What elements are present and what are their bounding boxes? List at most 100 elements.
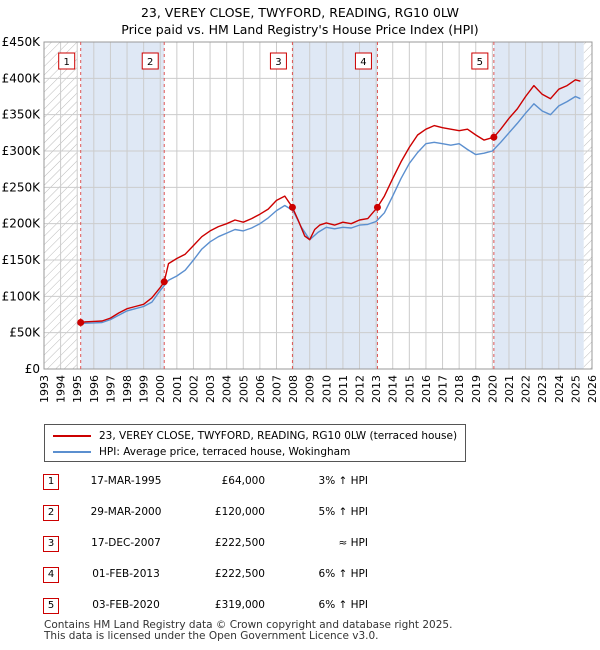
x-tick-label: 2019 xyxy=(470,375,483,403)
sale-point xyxy=(160,278,168,286)
x-tick-label: 2023 xyxy=(536,375,549,403)
y-tick-label: £250K xyxy=(2,180,42,194)
footer-line1: Contains HM Land Registry data © Crown c… xyxy=(44,619,453,631)
x-tick-label: 1999 xyxy=(138,375,151,403)
sale-point xyxy=(77,318,85,326)
sale-date: 01-FEB-2013 xyxy=(92,568,160,580)
sale-row: 3 17-DEC-2007 £222,500 ≈ HPI xyxy=(0,532,600,562)
sale-row: 1 17-MAR-1995 £64,000 3% ↑ HPI xyxy=(0,470,600,500)
sale-marker-label: 2 xyxy=(147,57,153,68)
x-tick-label: 2025 xyxy=(569,375,582,403)
x-tick-label: 2007 xyxy=(270,375,283,403)
chart-title: 23, VEREY CLOSE, TWYFORD, READING, RG10 … xyxy=(0,4,600,38)
sale-price: £120,000 xyxy=(214,506,265,518)
legend-label-hpi: HPI: Average price, terraced house, Woki… xyxy=(99,446,351,458)
sale-number-badge: 1 xyxy=(43,474,59,490)
sale-hpi-compare: 5% ↑ HPI xyxy=(318,506,368,518)
sale-date: 17-DEC-2007 xyxy=(91,537,161,549)
chart-title-line1: 23, VEREY CLOSE, TWYFORD, READING, RG10 … xyxy=(140,5,460,20)
sale-marker-label: 5 xyxy=(477,57,483,68)
legend-label-property: 23, VEREY CLOSE, TWYFORD, READING, RG10 … xyxy=(99,430,458,442)
y-tick-label: £300K xyxy=(2,144,42,158)
y-tick-label: £100K xyxy=(2,289,42,303)
y-tick-label: £200K xyxy=(2,217,42,231)
sale-date: 03-FEB-2020 xyxy=(92,599,160,611)
hpi-line xyxy=(77,95,581,325)
x-tick-label: 2020 xyxy=(486,375,499,403)
sale-marker-box xyxy=(58,52,76,70)
x-tick-label: 2001 xyxy=(171,375,184,403)
x-tick-label: 2006 xyxy=(254,375,267,403)
y-tick-label: £450K xyxy=(2,35,42,49)
x-tick-label: 2017 xyxy=(437,375,450,403)
x-tick-label: 1996 xyxy=(88,375,101,403)
sale-marker-label: 1 xyxy=(64,57,70,68)
y-tick-label: £400K xyxy=(2,71,42,85)
x-tick-label: 2009 xyxy=(304,375,317,403)
sale-row: 5 03-FEB-2020 £319,000 6% ↑ HPI xyxy=(0,594,600,624)
sale-number-badge: 2 xyxy=(43,505,59,521)
plot-border xyxy=(43,41,593,370)
legend-swatch-hpi xyxy=(53,451,91,453)
sale-number-badge: 4 xyxy=(43,567,59,583)
y-tick-label: £0 xyxy=(25,362,40,376)
x-tick-label: 1995 xyxy=(71,375,84,403)
x-tick-label: 2000 xyxy=(154,375,167,403)
shaded-interval xyxy=(292,42,378,369)
y-tick-label: £150K xyxy=(2,253,42,267)
sale-row: 2 29-MAR-2000 £120,000 5% ↑ HPI xyxy=(0,501,600,531)
x-tick-label: 1994 xyxy=(55,375,68,403)
y-axis-ticks: £0 £50K £100K £150K £200K £250K £300K £350K £400… xyxy=(2,35,42,376)
x-tick-label: 2022 xyxy=(520,375,533,403)
x-tick-label: 2003 xyxy=(204,375,217,403)
price-chart: 1 2 3 4 5 £0 £50K £100K £150K £200K £250K £300K £35… xyxy=(2,35,599,403)
sale-price: £222,500 xyxy=(214,568,265,580)
sale-price: £64,000 xyxy=(221,475,265,487)
x-tick-label: 2015 xyxy=(403,375,416,403)
x-tick-label: 2016 xyxy=(420,375,433,403)
x-tick-label: 1993 xyxy=(38,375,51,403)
x-tick-label: 2013 xyxy=(370,375,383,403)
x-tick-label: 2005 xyxy=(237,375,250,403)
sale-date: 29-MAR-2000 xyxy=(90,506,162,518)
sale-marker-label: 4 xyxy=(360,57,366,68)
sale-point xyxy=(373,203,381,211)
x-tick-label: 1998 xyxy=(121,375,134,403)
sale-marker-box xyxy=(141,52,159,70)
x-tick-label: 2011 xyxy=(337,375,350,403)
x-tick-label: 2012 xyxy=(354,375,367,403)
sale-markers: 1 2 3 4 5 xyxy=(58,52,498,326)
x-tick-label: 2026 xyxy=(586,375,599,403)
chart-title-line2: Price paid vs. HM Land Registry's House … xyxy=(121,22,479,37)
x-tick-label: 2018 xyxy=(453,375,466,403)
sale-hpi-compare: ≈ HPI xyxy=(338,537,368,549)
x-tick-label: 2024 xyxy=(553,375,566,403)
footer-attribution: Contains HM Land Registry data © Crown c… xyxy=(44,620,452,642)
sale-price: £222,500 xyxy=(214,537,265,549)
sale-point xyxy=(288,203,296,211)
y-tick-label: £350K xyxy=(2,108,42,122)
sale-marker-box xyxy=(471,52,489,70)
sale-point xyxy=(490,133,498,141)
x-tick-label: 2008 xyxy=(287,375,300,403)
sale-number-badge: 3 xyxy=(43,536,59,552)
shaded-interval xyxy=(80,42,165,369)
x-tick-label: 2014 xyxy=(387,375,400,403)
sale-row: 4 01-FEB-2013 £222,500 6% ↑ HPI xyxy=(0,563,600,593)
sale-hpi-compare: 6% ↑ HPI xyxy=(318,568,368,580)
legend: 23, VEREY CLOSE, TWYFORD, READING, RG10 … xyxy=(44,424,466,462)
x-tick-label: 2004 xyxy=(221,375,234,403)
x-tick-label: 1997 xyxy=(104,375,117,403)
sale-marker-label: 3 xyxy=(275,57,281,68)
plot-background xyxy=(44,42,592,369)
sale-marker-box xyxy=(354,52,372,70)
x-tick-label: 2002 xyxy=(187,375,200,403)
sale-number-badge: 5 xyxy=(43,598,59,614)
x-tick-label: 2010 xyxy=(320,375,333,403)
x-tick-label: 2021 xyxy=(503,375,516,403)
sale-date: 17-MAR-1995 xyxy=(90,475,162,487)
hatched-region-after xyxy=(583,42,592,369)
sale-price: £319,000 xyxy=(214,599,265,611)
x-axis-ticks: 1993 1994 1995 1996 1997 1998 1999 2000 2001 2002… xyxy=(38,375,599,403)
sale-hpi-compare: 6% ↑ HPI xyxy=(318,599,368,611)
